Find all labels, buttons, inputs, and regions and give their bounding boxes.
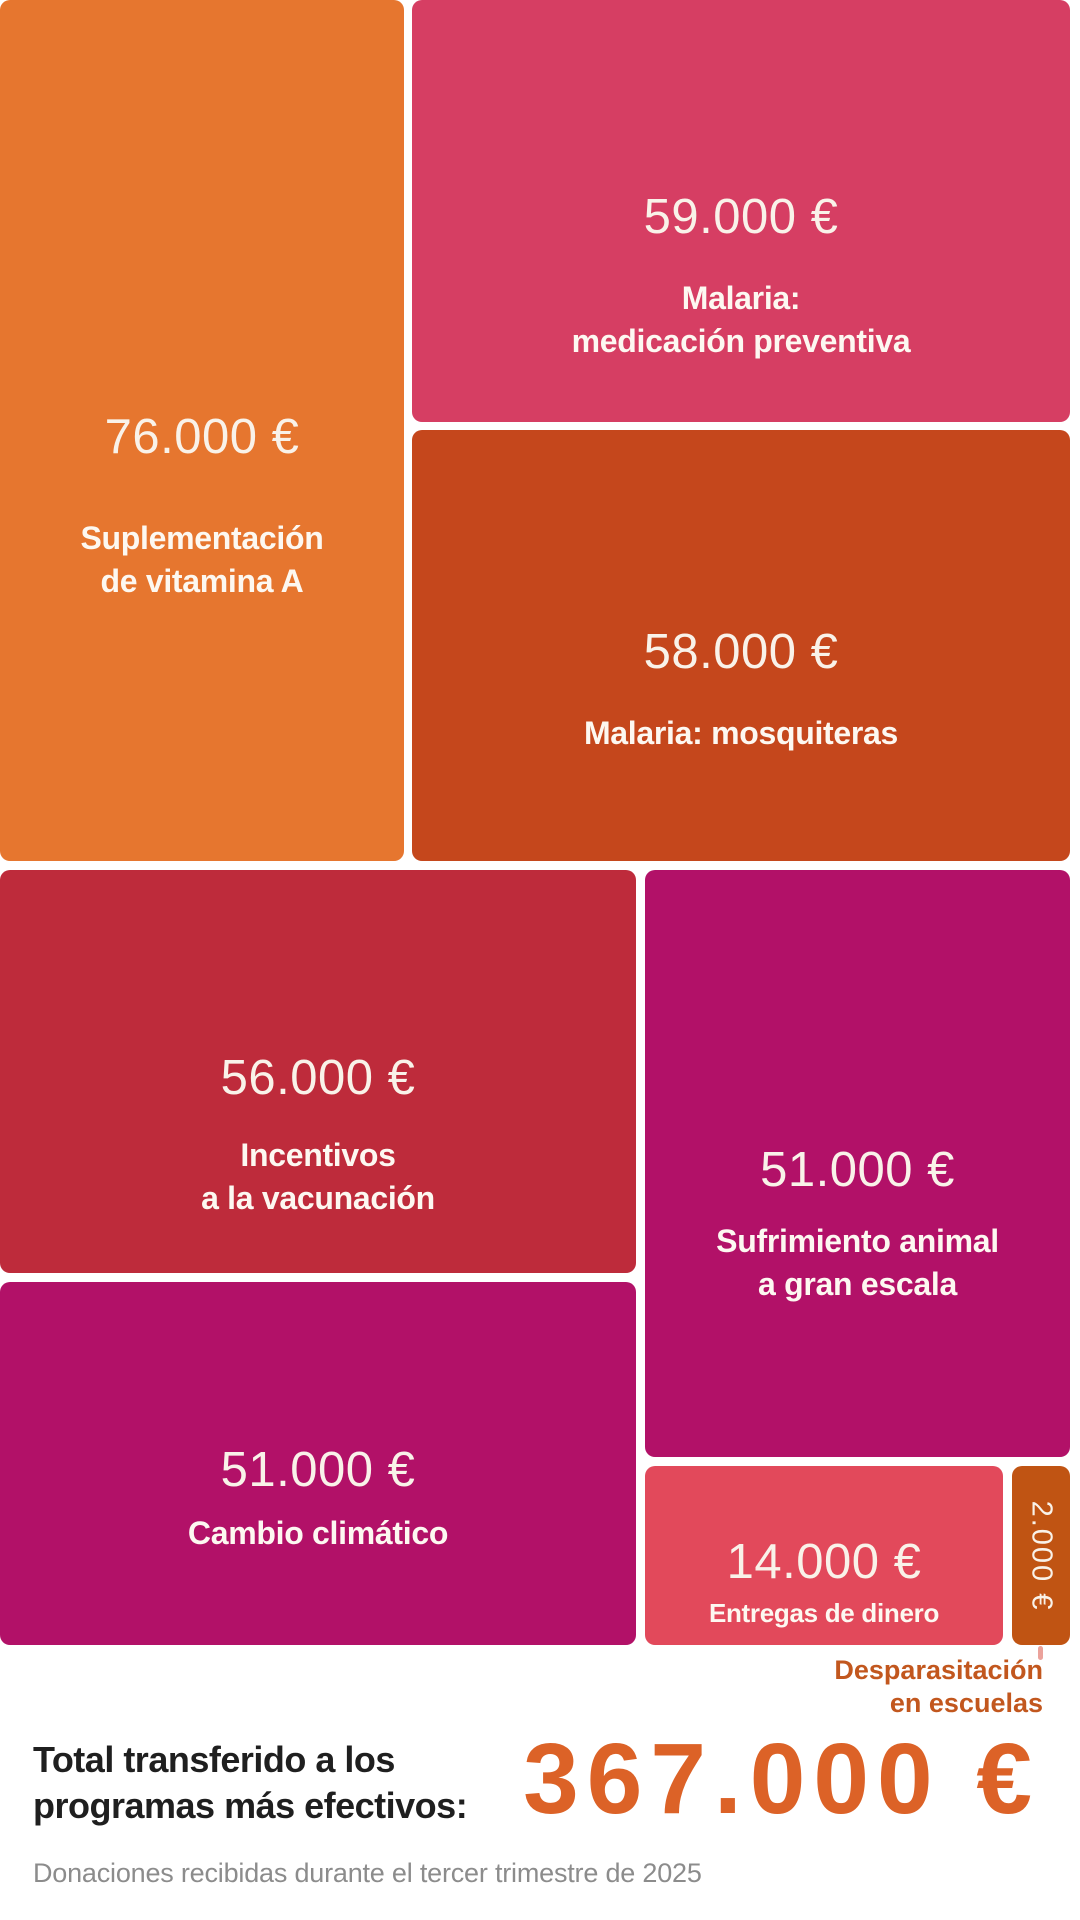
block-label: Incentivos a la vacunación xyxy=(0,1134,636,1220)
treemap-block-vaccination-incentives: 56.000 € Incentivos a la vacunación xyxy=(0,870,636,1273)
block-label: Suplementación de vitamina A xyxy=(0,517,404,603)
total-label: Total transferido a los programas más ef… xyxy=(33,1737,468,1829)
total-label-line1: Total transferido a los xyxy=(33,1739,395,1780)
treemap-block-cash-transfers: 14.000 € Entregas de dinero xyxy=(645,1466,1003,1645)
treemap-block-vitamin-a: 76.000 € Suplementación de vitamina A xyxy=(0,0,404,861)
block-label: Cambio climático xyxy=(0,1512,636,1555)
block-label-line2: de vitamina A xyxy=(100,562,304,599)
treemap-block-malaria-medication: 59.000 € Malaria: medicación preventiva xyxy=(412,0,1070,422)
block-value: 14.000 € xyxy=(726,1534,922,1589)
deworming-callout-line xyxy=(1038,1646,1043,1660)
deworming-label-line2: en escuelas xyxy=(889,1688,1043,1718)
block-label-line1: Malaria: mosquiteras xyxy=(583,714,899,751)
treemap-block-climate-change: 51.000 € Cambio climático xyxy=(0,1282,636,1645)
treemap-block-deworming: 2.000 € xyxy=(1012,1466,1070,1645)
block-value: 51.000 € xyxy=(760,1142,955,1197)
treemap-block-animal-suffering: 51.000 € Sufrimiento animal a gran escal… xyxy=(645,870,1070,1457)
block-label-line1: Entregas de dinero xyxy=(708,1597,940,1628)
footnote: Donaciones recibidas durante el tercer t… xyxy=(33,1858,702,1888)
total-value: 367.000 € xyxy=(523,1723,1040,1835)
block-label: Malaria: medicación preventiva xyxy=(412,277,1070,363)
block-label-line1: Malaria: xyxy=(681,280,801,316)
block-label-line1: Suplementación xyxy=(80,519,324,556)
block-value-vertical: 2.000 € xyxy=(1025,1500,1058,1611)
block-label: Entregas de dinero xyxy=(645,1598,1003,1628)
block-value: 59.000 € xyxy=(643,190,839,244)
block-label: Malaria: mosquiteras xyxy=(412,712,1070,755)
total-label-line2: programas más efectivos: xyxy=(33,1785,468,1826)
block-value: 76.000 € xyxy=(104,409,300,464)
treemap-block-malaria-nets: 58.000 € Malaria: mosquiteras xyxy=(412,430,1070,861)
block-label-line1: Incentivos xyxy=(240,1136,396,1173)
block-label-line2: a la vacunación xyxy=(201,1179,435,1216)
deworming-label-line1: Desparasitación xyxy=(834,1655,1043,1685)
block-value: 58.000 € xyxy=(643,624,839,679)
deworming-label: Desparasitación en escuelas xyxy=(834,1654,1043,1720)
block-value: 56.000 € xyxy=(220,1050,416,1105)
block-label-line1: Cambio climático xyxy=(187,1514,449,1551)
block-label-line2: medicación preventiva xyxy=(571,323,911,359)
block-label-line1: Sufrimiento animal xyxy=(716,1222,999,1259)
block-label-line2: a gran escala xyxy=(758,1265,957,1302)
block-label: Sufrimiento animal a gran escala xyxy=(645,1220,1070,1306)
block-value: 51.000 € xyxy=(220,1442,416,1497)
